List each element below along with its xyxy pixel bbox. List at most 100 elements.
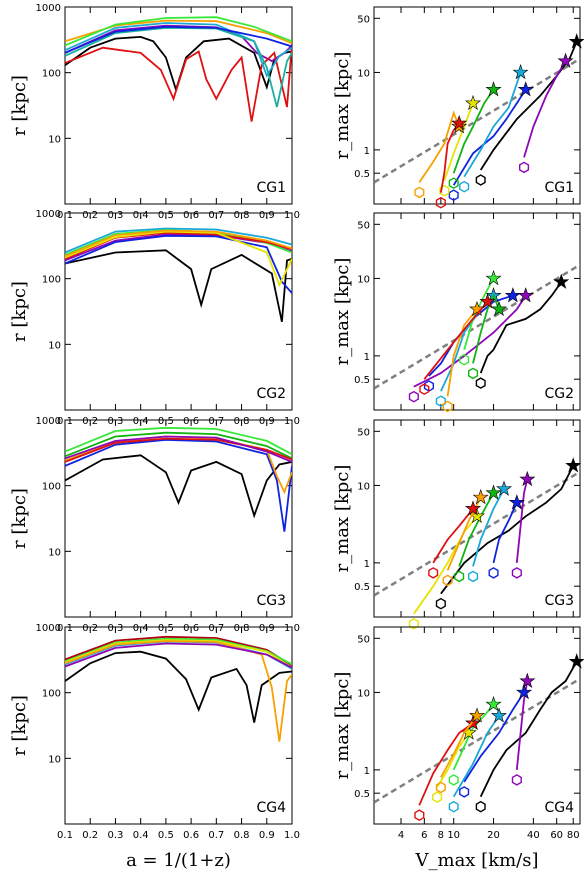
y-tick-label: 100 <box>42 689 61 700</box>
start-hexagon-marker <box>459 180 470 193</box>
plot-frame <box>373 212 581 411</box>
y-axis-label: r_max [kpc] <box>332 672 353 780</box>
x-tick-label: 0.3 <box>107 830 123 841</box>
end-star-marker <box>504 287 521 303</box>
start-hexagon-marker <box>511 567 522 579</box>
series-line-red <box>65 43 292 122</box>
y-tick-label: 10 <box>357 481 370 492</box>
panel-cg3-rmax: 50 10 1 0.5 CG3 r_max [kpc] <box>332 419 582 630</box>
series-line-cyan <box>472 488 505 567</box>
end-star-marker <box>479 293 496 309</box>
end-star-marker <box>517 81 534 97</box>
start-hexagon-marker <box>448 177 459 190</box>
end-star-marker <box>465 94 482 111</box>
series-line-lime <box>65 637 292 666</box>
series-line-black <box>65 650 292 723</box>
x-axis-label: a = 1/(1+z) <box>126 850 231 871</box>
series-line-yellow <box>413 515 478 615</box>
y-axis-label: r [kpc] <box>9 488 30 549</box>
series-line-teal <box>65 26 292 108</box>
y-tick-label: 10 <box>357 274 370 285</box>
end-star-marker <box>516 683 533 700</box>
y-tick-label: 1 <box>364 766 370 777</box>
series-line-green <box>458 492 495 567</box>
y-tick-label: 1000 <box>36 623 61 634</box>
y-axis-label: r [kpc] <box>9 75 30 136</box>
start-hexagon-marker <box>408 617 419 630</box>
panel-cg4-radius: 1000 100 10 0.1 0.2 0.3 0.4 0.5 0.6 0.7 0.8 0.9 1.0 C… <box>9 623 300 871</box>
start-hexagon-marker <box>414 809 425 822</box>
series-line-yellow <box>65 230 292 288</box>
y-tick-label: 1 <box>364 559 370 570</box>
series-line-green <box>65 431 292 460</box>
y-tick-label: 50 <box>357 427 370 438</box>
end-star-marker <box>491 300 507 317</box>
panel-tag-label: CG4 <box>256 800 286 816</box>
y-tick-label: 10 <box>48 134 61 145</box>
series-line-red <box>423 301 489 380</box>
series-line-yellow <box>443 102 474 181</box>
end-star-marker <box>512 63 529 80</box>
y-tick-label: 50 <box>357 220 370 231</box>
y-tick-label: 50 <box>357 14 370 25</box>
series-line-orange <box>440 715 478 778</box>
end-star-marker <box>469 707 485 723</box>
series-line-lime <box>65 16 292 47</box>
start-hexagon-marker <box>519 161 530 174</box>
panel-cg2-rmax: 50 10 1 0.5 CG2 r_max [kpc] <box>332 212 581 413</box>
start-hexagon-marker <box>468 367 479 380</box>
y-axis-label: r_max [kpc] <box>332 258 353 366</box>
x-tick-label: 10 <box>447 830 460 841</box>
end-star-marker <box>485 695 502 712</box>
panel-tag-label: CG3 <box>544 593 574 609</box>
start-hexagon-marker <box>408 390 419 403</box>
series-line-cyan <box>452 715 500 798</box>
start-hexagon-marker <box>435 597 446 610</box>
y-axis-label: r [kpc] <box>9 695 30 756</box>
series-line-blue <box>452 89 527 186</box>
end-star-marker <box>485 484 502 500</box>
x-tick-label: 0.9 <box>259 830 275 841</box>
end-star-marker <box>568 653 584 669</box>
series-line-green <box>472 293 500 364</box>
panel-tag-label: CG2 <box>256 386 286 402</box>
series-line-orange <box>418 110 461 183</box>
series-line-black <box>65 454 292 519</box>
series-line-cyan <box>65 227 292 254</box>
x-tick-label: 0.1 <box>57 830 73 841</box>
start-hexagon-marker <box>439 184 450 197</box>
end-star-marker <box>568 33 584 49</box>
y-tick-label: 1000 <box>36 416 61 427</box>
y-axis-label: r [kpc] <box>9 281 30 342</box>
series-line-purple <box>65 642 292 669</box>
series-line-orange <box>65 640 292 742</box>
end-star-marker <box>519 470 536 487</box>
y-tick-label: 0.5 <box>354 582 370 593</box>
end-star-marker <box>496 480 513 496</box>
panel-tag-label: CG2 <box>544 386 574 402</box>
start-hexagon-marker <box>432 791 443 803</box>
end-star-marker <box>485 269 502 286</box>
start-hexagon-marker <box>414 186 425 199</box>
end-star-marker <box>553 273 570 289</box>
x-tick-label: 60 <box>550 830 563 841</box>
series-line-cyan <box>463 72 522 178</box>
end-star-marker <box>557 52 574 68</box>
y-tick-label: 10 <box>48 547 61 558</box>
y-tick-label: 10 <box>48 754 61 765</box>
x-tick-label: 20 <box>487 830 500 841</box>
x-tick-label: 0.8 <box>234 830 250 841</box>
y-tick-label: 1 <box>364 352 370 363</box>
y-tick-label: 10 <box>357 688 370 699</box>
start-hexagon-marker <box>475 800 486 813</box>
x-tick-label: 0.4 <box>133 830 149 841</box>
series-line-orange <box>65 229 292 258</box>
end-star-marker <box>508 494 525 510</box>
start-hexagon-marker <box>435 781 446 794</box>
series-line-blue <box>65 438 292 532</box>
x-tick-label: 8 <box>438 830 444 841</box>
start-hexagon-marker <box>459 353 470 366</box>
